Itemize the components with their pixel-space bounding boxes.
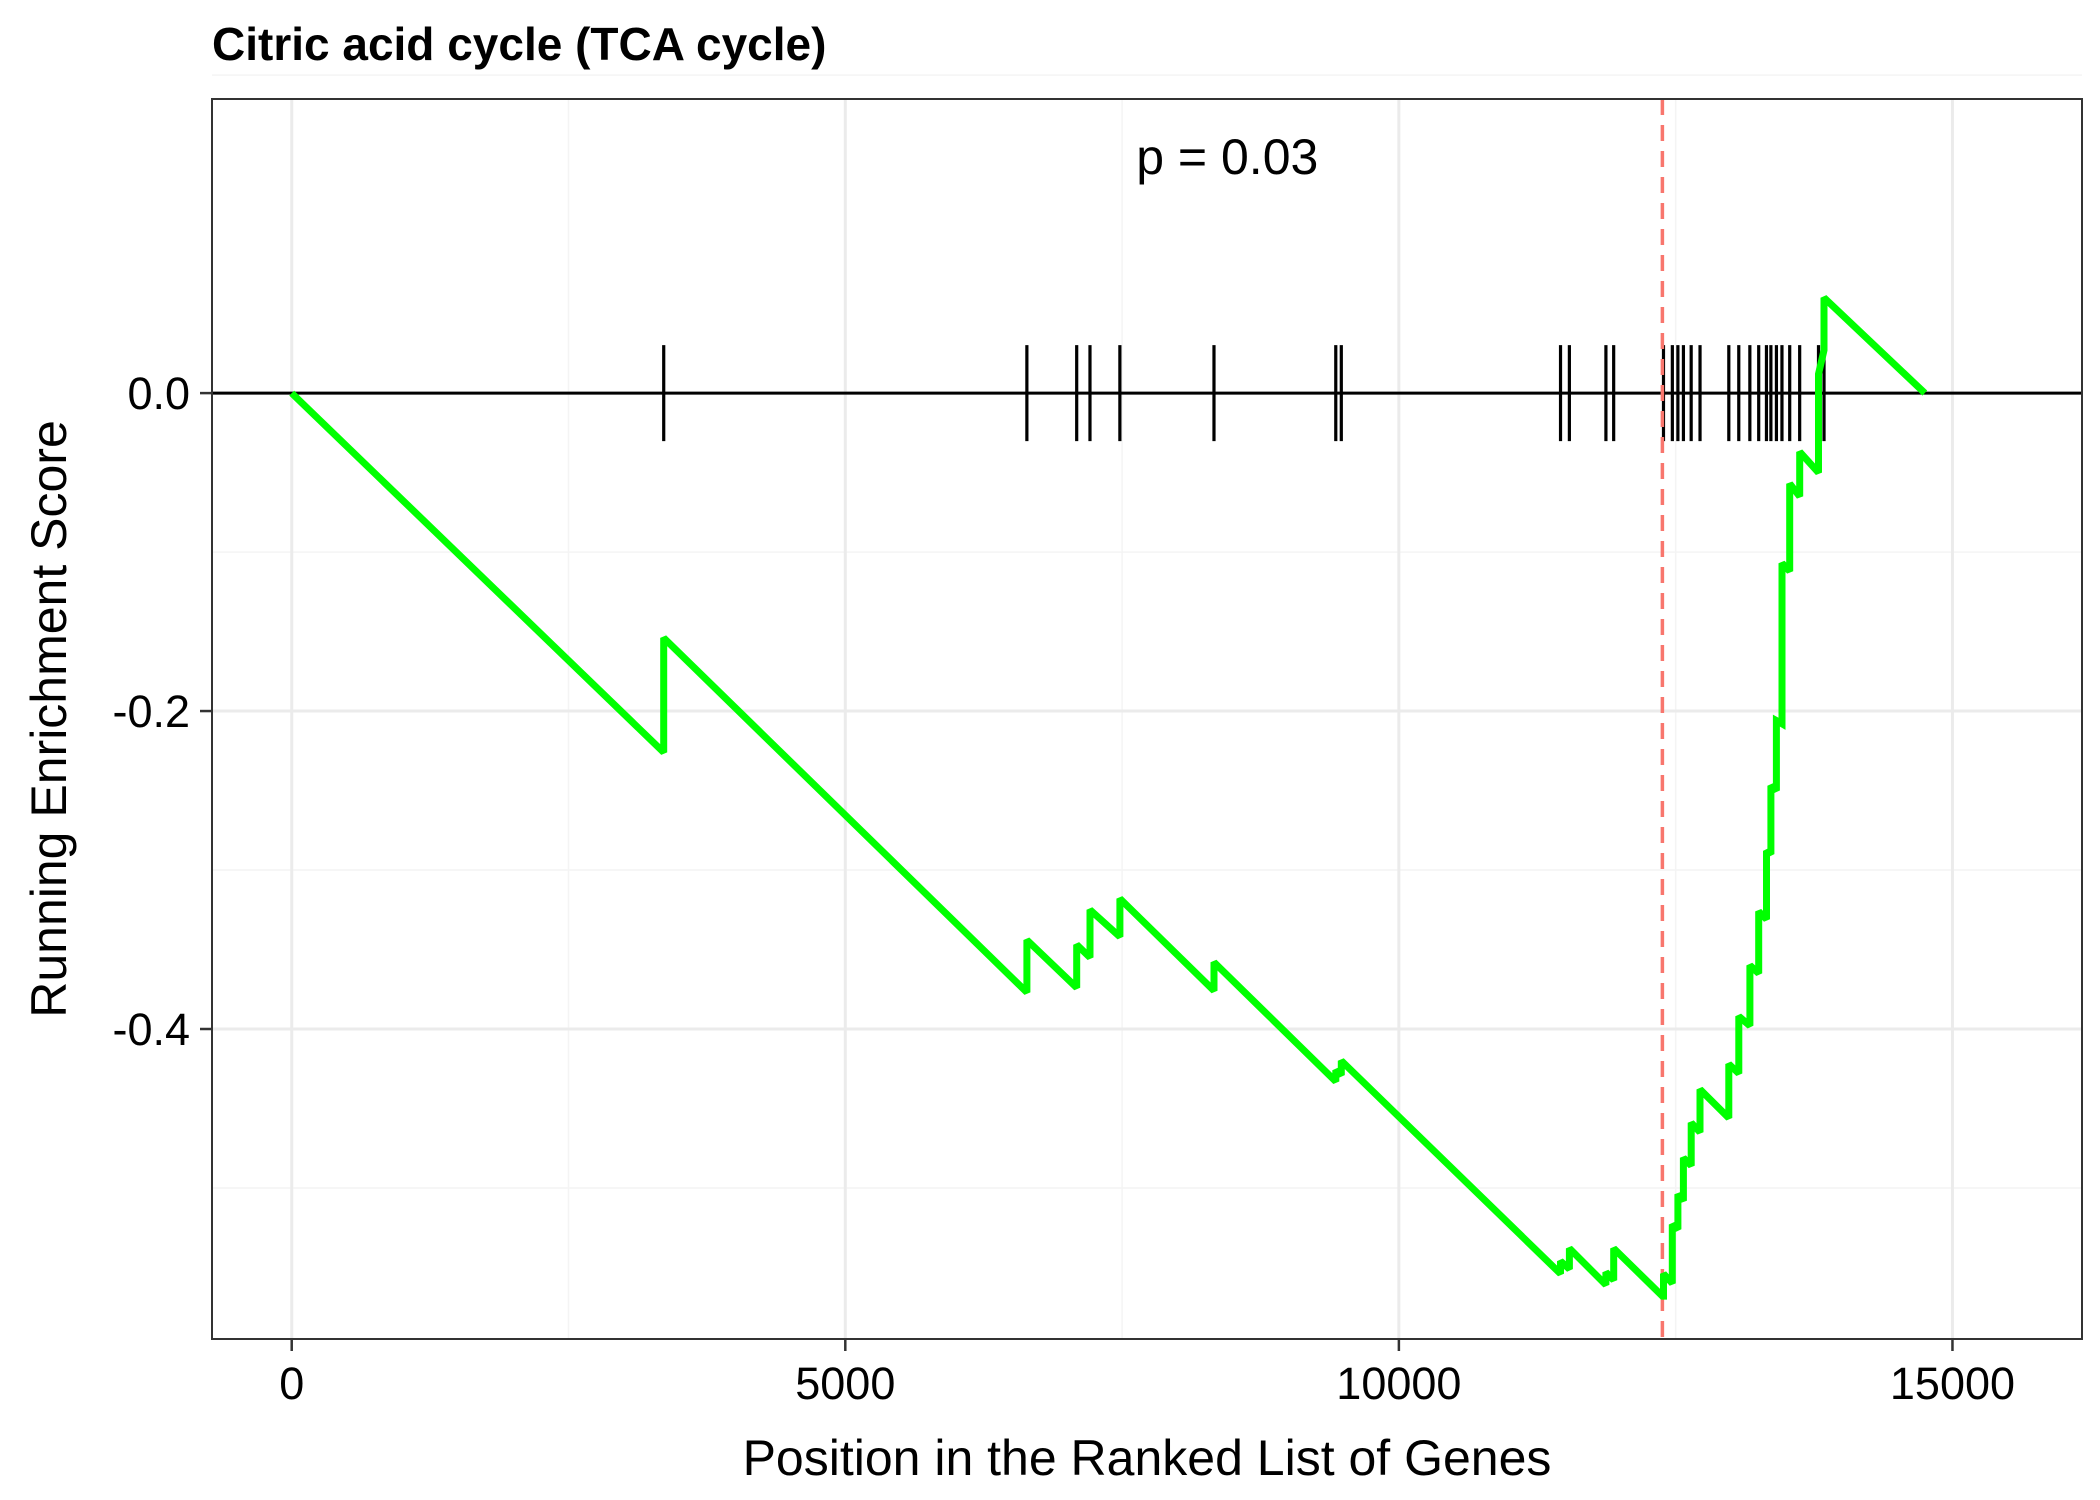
x-tick-label: 5000 <box>795 1358 895 1409</box>
chart-title: Citric acid cycle (TCA cycle) <box>212 18 826 70</box>
y-tick-label: 0.0 <box>127 368 190 419</box>
y-axis: 0.0 -0.2 -0.4 <box>112 368 212 1055</box>
plot-border <box>211 98 2083 1340</box>
p-value-annotation: p = 0.03 <box>1136 129 1318 185</box>
running-score-curve-group <box>289 295 1928 1300</box>
x-axis: 0 5000 10000 15000 <box>279 1339 2015 1409</box>
running-score-curve <box>289 295 1928 1300</box>
y-tick-label: -0.2 <box>112 686 190 737</box>
gene-hit-ticks <box>662 345 1826 442</box>
x-tick-label: 0 <box>279 1358 304 1409</box>
x-axis-label: Position in the Ranked List of Genes <box>743 1430 1552 1486</box>
x-tick-label: 10000 <box>1336 1358 1461 1409</box>
y-tick-label: -0.4 <box>112 1004 190 1055</box>
plot-panel <box>212 99 2082 1339</box>
x-tick-label: 15000 <box>1890 1358 2015 1409</box>
y-axis-label: Running Enrichment Score <box>21 420 77 1018</box>
